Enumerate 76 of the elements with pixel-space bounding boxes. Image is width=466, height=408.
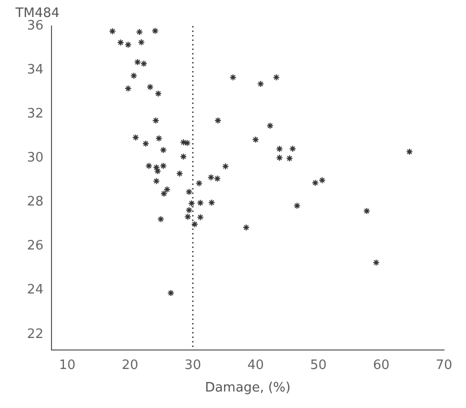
point: [191, 220, 198, 228]
point: [152, 178, 160, 185]
y-tick-label: 34: [26, 62, 44, 78]
y-tick-label: 22: [26, 326, 44, 342]
point: [157, 216, 164, 223]
point: [180, 138, 187, 146]
point: [272, 74, 280, 81]
point: [318, 176, 326, 184]
x-tick-label: 30: [184, 358, 202, 373]
point: [222, 162, 229, 170]
point: [286, 154, 294, 162]
point: [108, 28, 116, 35]
point: [142, 140, 150, 148]
x-tick-label: 10: [58, 358, 76, 373]
point: [152, 27, 159, 34]
point: [140, 60, 148, 68]
point: [154, 168, 162, 175]
point: [124, 41, 132, 48]
point: [257, 80, 264, 88]
point: [294, 202, 301, 210]
point: [184, 139, 191, 146]
y-tick-label: 24: [26, 282, 44, 298]
point: [152, 164, 160, 171]
point: [186, 188, 193, 196]
point: [372, 259, 380, 266]
point: [230, 74, 237, 81]
point: [196, 180, 203, 187]
x-axis-title: Damage, (%): [204, 380, 291, 396]
point: [160, 162, 167, 170]
point: [196, 214, 204, 221]
point: [164, 186, 171, 193]
point: [136, 28, 143, 36]
point: [138, 38, 145, 46]
point: [214, 175, 221, 182]
point: [176, 170, 184, 178]
y-tick-label: 30: [26, 150, 44, 166]
y-tick-label: 28: [26, 194, 44, 210]
point: [242, 224, 250, 232]
point: [152, 116, 160, 124]
point: [208, 199, 216, 206]
point: [312, 179, 319, 186]
point: [180, 153, 187, 160]
point: [214, 116, 222, 124]
point: [154, 90, 162, 98]
point: [160, 190, 168, 198]
point: [160, 146, 167, 154]
point: [117, 39, 124, 46]
y-axis-title: TM484: [14, 6, 60, 21]
point: [134, 58, 142, 66]
x-tick-label: 70: [436, 358, 452, 373]
point: [252, 136, 260, 144]
point: [184, 213, 192, 220]
point: [130, 72, 138, 80]
point: [363, 208, 370, 215]
point: [155, 134, 162, 142]
x-tick-label: 60: [372, 358, 390, 373]
point: [208, 174, 215, 181]
y-tick-label: 32: [26, 106, 44, 122]
point: [276, 145, 283, 152]
point: [132, 134, 140, 141]
x-tick-label: 40: [247, 358, 264, 373]
point: [188, 200, 196, 207]
y-tick-label: 36: [26, 18, 44, 34]
point: [276, 154, 283, 162]
point: [167, 289, 174, 296]
point: [406, 148, 413, 156]
point: [145, 162, 152, 170]
point: [289, 145, 296, 152]
x-tick-label: 20: [122, 358, 138, 373]
point: [186, 206, 193, 214]
point: [196, 199, 204, 206]
point: [146, 84, 154, 91]
point: [124, 85, 132, 92]
y-tick-label: 26: [26, 238, 44, 254]
point: [266, 122, 274, 130]
x-tick-label: 50: [310, 358, 327, 373]
